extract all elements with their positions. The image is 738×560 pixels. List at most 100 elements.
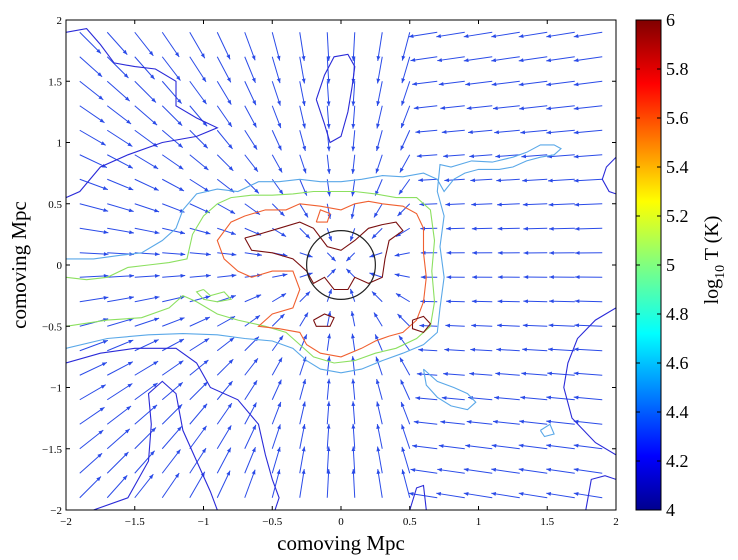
velocity-arrow [369,252,383,258]
velocity-arrow [271,424,281,449]
colorbar-tick-label: 5.8 [666,59,689,79]
velocity-arrow [107,274,135,278]
velocity-arrow [547,347,575,352]
velocity-arrow [244,105,257,128]
velocity-arrow [491,491,520,499]
velocity-arrow [437,468,465,474]
contour-line [422,368,477,411]
velocity-vector-field [79,31,603,499]
velocity-arrow [134,382,158,401]
velocity-arrow [418,178,438,183]
velocity-arrow [271,105,282,129]
velocity-arrow [271,56,281,84]
velocity-arrow [573,105,603,111]
velocity-arrow [573,443,603,450]
velocity-arrow [400,130,411,151]
velocity-arrow [189,447,207,474]
velocity-arrow [244,424,257,449]
velocity-arrow [394,273,410,278]
velocity-arrow [326,401,331,425]
velocity-arrow [189,381,209,401]
velocity-arrow [216,470,231,498]
velocity-arrow [573,347,603,352]
velocity-arrow [523,226,548,231]
velocity-arrow [546,419,575,425]
colorbar: 4 4.2 4.4 4.6 4.8 5 5.2 5.4 5.6 5.8 6 log10 T (K) [635,10,728,520]
velocity-arrow [351,356,356,376]
velocity-arrow [415,396,438,401]
velocity-arrow [496,347,520,352]
contour-line [315,209,331,223]
velocity-arrow [189,80,207,105]
velocity-arrow [271,32,281,61]
velocity-arrow [299,312,309,327]
velocity-arrow [216,154,234,172]
y-tick-label: 1 [57,138,63,150]
velocity-arrow [444,347,465,352]
velocity-arrow [351,105,356,129]
velocity-arrow [271,379,282,400]
velocity-arrow [573,129,603,135]
velocity-arrow [189,154,209,171]
velocity-arrow [491,443,520,450]
velocity-arrow [574,323,603,328]
colorbar-title-subscript: 10 [713,265,728,279]
velocity-arrow [413,105,438,110]
velocity-arrow [394,252,410,257]
colorbar-title: log10 T (K) [701,216,728,305]
plot-area: −2 −1.5 −1 −0.5 0 0.5 1 1.5 2 −2 −1.5 −1 −0.5 0 0.5 1 1… [42,15,619,528]
velocity-arrow [134,178,159,191]
velocity-arrow [574,275,603,280]
velocity-arrow [161,56,181,81]
velocity-arrow [161,449,181,474]
velocity-arrow [79,178,109,191]
velocity-arrow [375,356,383,376]
velocity-arrow [216,337,235,352]
contour-line [601,156,616,195]
velocity-arrow [495,154,520,159]
velocity-arrow [401,81,411,106]
velocity-arrow [162,252,186,257]
velocity-arrow [463,491,493,499]
velocity-arrow [472,250,493,255]
velocity-arrow [271,401,282,425]
colorbar-tick-label: 4.2 [666,451,689,471]
velocity-arrow [573,467,603,474]
velocity-arrow [326,378,331,400]
y-tick-label: −2 [50,505,62,517]
velocity-arrow [161,426,182,450]
velocity-arrow [471,226,493,231]
velocity-arrow [244,252,262,257]
velocity-arrow [497,250,520,255]
velocity-arrow [326,333,331,351]
velocity-arrow [446,226,465,231]
velocity-arrow [418,347,438,352]
x-axis-ticks: −2 −1.5 −1 −0.5 0 0.5 1 1.5 2 [60,20,619,528]
velocity-arrow [573,80,603,87]
velocity-arrow [546,491,575,499]
velocity-arrow [398,335,411,352]
velocity-arrow [445,323,465,328]
velocity-arrow [521,154,548,159]
velocity-arrow [351,179,356,197]
velocity-arrow [518,31,548,39]
velocity-arrow [400,379,411,400]
velocity-arrow [465,443,493,450]
contour-line [195,288,233,303]
velocity-arrow [573,371,603,376]
velocity-arrow [470,347,493,352]
velocity-arrow [522,178,548,183]
velocity-arrow [441,129,465,134]
velocity-arrow [518,56,548,63]
velocity-arrow [547,178,575,183]
velocity-arrow [299,154,307,174]
velocity-arrow [574,226,603,231]
velocity-arrow [351,333,356,351]
colorbar-tick-label: 4.4 [666,402,689,422]
velocity-arrow [134,227,160,235]
velocity-arrow [107,227,134,235]
velocity-arrow [445,202,465,207]
velocity-arrow [326,56,331,84]
velocity-arrow [438,444,465,450]
velocity-arrow [375,130,383,152]
